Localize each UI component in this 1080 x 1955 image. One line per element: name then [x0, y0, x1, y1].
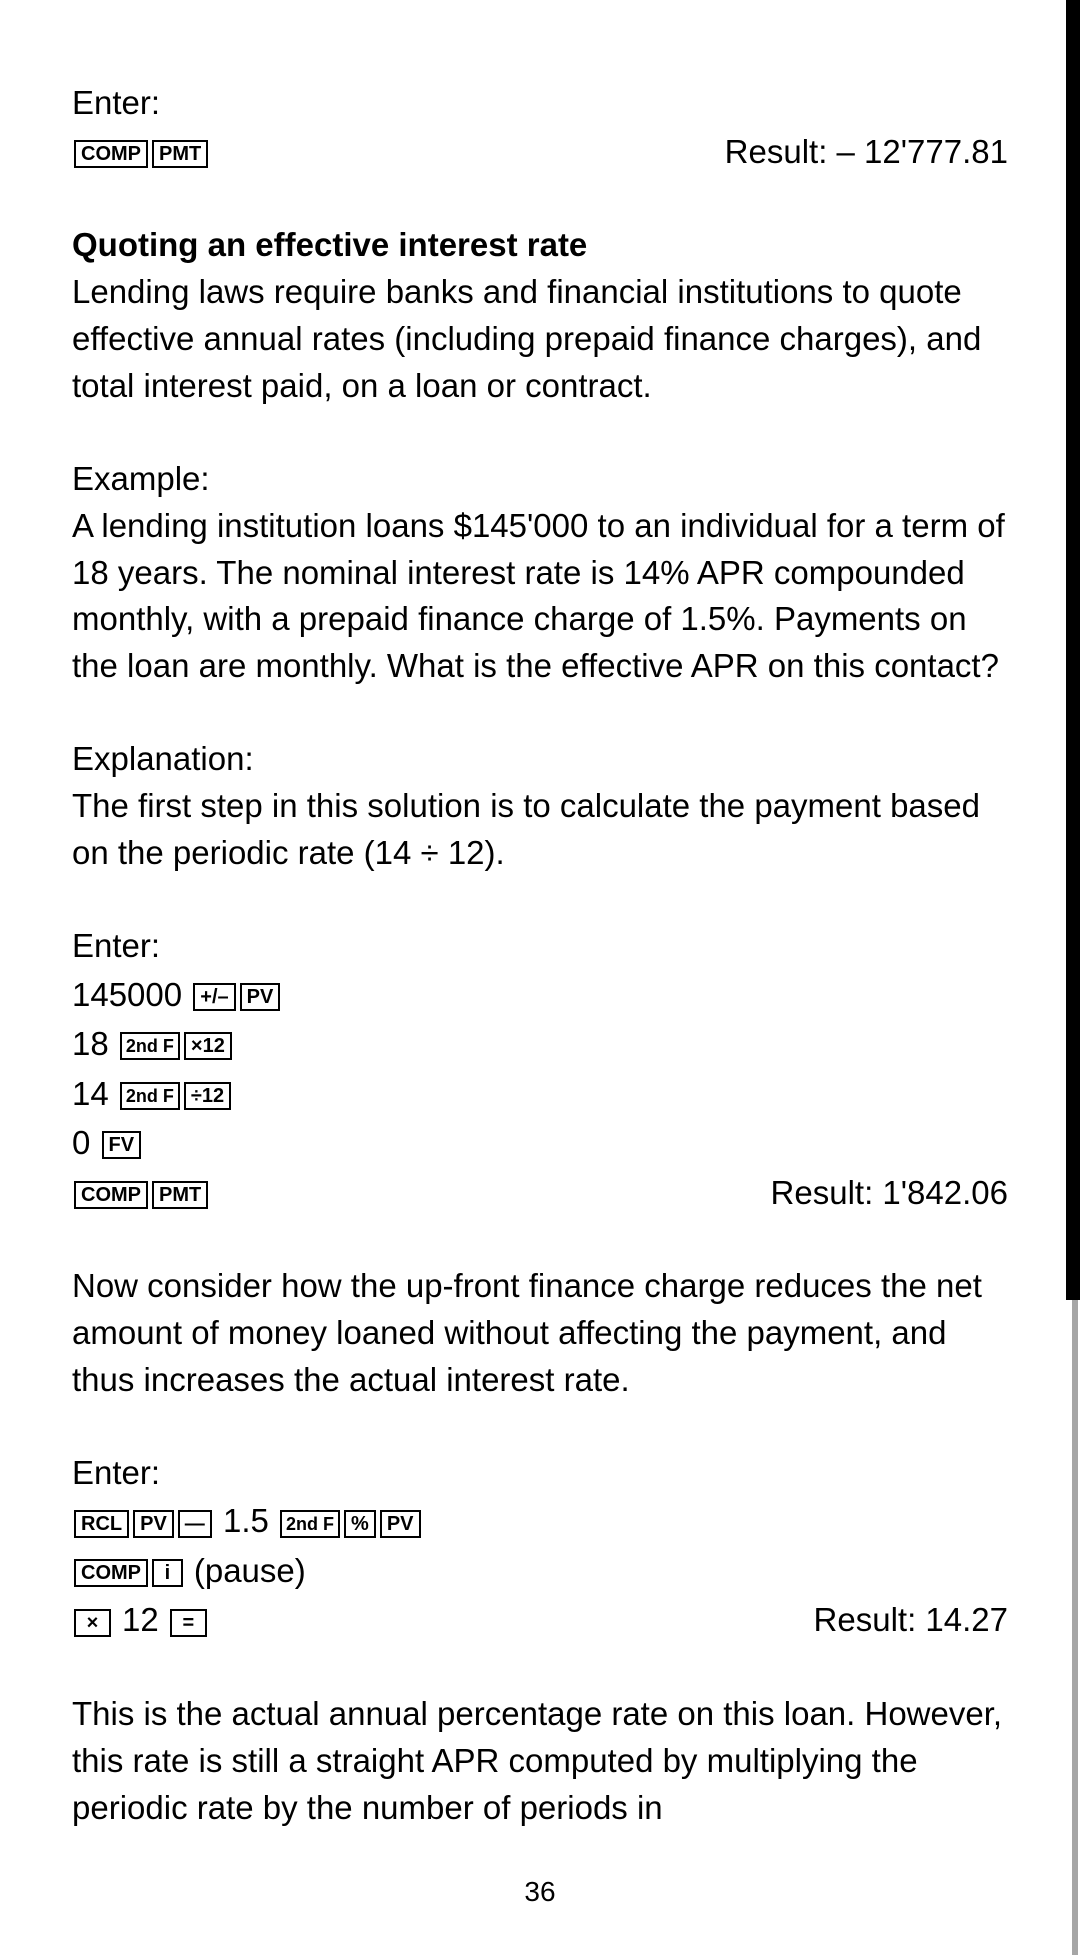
minus-key: — [178, 1510, 212, 1538]
calc1-row4: 0 FV [72, 1118, 1008, 1168]
calc2-row3: × 12 = Result: 14.27 [72, 1595, 1008, 1645]
page-number: 36 [72, 1876, 1008, 1908]
calc1-v3: 14 [72, 1075, 109, 1112]
enter-label-2: Enter: [72, 923, 1008, 970]
calc1-row5: COMPPMT Result: 1'842.06 [72, 1168, 1008, 1218]
explanation-text: The first step in this solution is to ca… [72, 783, 1008, 877]
section3-p1: This is the actual annual percentage rat… [72, 1691, 1008, 1832]
percent-key: % [344, 1510, 376, 1538]
section2-p1: Now consider how the up-front finance ch… [72, 1263, 1008, 1404]
pmt-key-2: PMT [152, 1181, 208, 1209]
secondf-key-2: 2nd F [120, 1082, 180, 1110]
calc1-row1: 145000 +/–PV [72, 970, 1008, 1020]
section-heading: Quoting an effective interest rate [72, 222, 1008, 269]
pv-key: PV [240, 983, 281, 1011]
enter-label-3: Enter: [72, 1450, 1008, 1497]
result-3: Result: 14.27 [814, 1595, 1008, 1645]
page-edge-shadow-lower [1072, 1300, 1078, 1955]
calc2-row2: COMP i (pause) [72, 1546, 1008, 1596]
calc1-row3: 14 2nd F÷12 [72, 1069, 1008, 1119]
calc2-v1: 1.5 [223, 1502, 269, 1539]
pmt-key: PMT [152, 140, 208, 168]
times-key: × [74, 1609, 111, 1637]
calc1-v2: 18 [72, 1025, 109, 1062]
explanation-label: Explanation: [72, 736, 1008, 783]
pv-key-2: PV [133, 1510, 174, 1538]
comp-key-3: COMP [74, 1559, 148, 1587]
i-key: i [152, 1559, 183, 1587]
page-edge-shadow [1066, 0, 1080, 1300]
div12-key: ÷12 [184, 1082, 231, 1110]
x12-key: ×12 [184, 1032, 232, 1060]
secondf-key-3: 2nd F [280, 1510, 340, 1538]
result-2: Result: 1'842.06 [771, 1168, 1008, 1218]
secondf-key: 2nd F [120, 1032, 180, 1060]
equals-key: = [170, 1609, 207, 1637]
comp-key: COMP [74, 140, 148, 168]
calc2-row1: RCLPV— 1.5 2nd F%PV [72, 1496, 1008, 1546]
top-keys-row: COMPPMT Result: – 12'777.81 [72, 127, 1008, 177]
pause-text: (pause) [194, 1552, 306, 1589]
calc1-row2: 18 2nd F×12 [72, 1019, 1008, 1069]
calc1-v4: 0 [72, 1124, 90, 1161]
section1-p1: Lending laws require banks and financial… [72, 269, 1008, 410]
page-content: Enter: COMPPMT Result: – 12'777.81 Quoti… [0, 0, 1080, 1948]
result-1: Result: – 12'777.81 [725, 127, 1008, 177]
enter-label-1: Enter: [72, 80, 1008, 127]
example-text: A lending institution loans $145'000 to … [72, 503, 1008, 690]
calc1-v1: 145000 [72, 976, 182, 1013]
example-label: Example: [72, 456, 1008, 503]
pv-key-3: PV [380, 1510, 421, 1538]
calc2-v2: 12 [122, 1601, 159, 1638]
comp-key-2: COMP [74, 1181, 148, 1209]
fv-key: FV [102, 1131, 142, 1159]
plusminus-key: +/– [193, 983, 235, 1011]
rcl-key: RCL [74, 1510, 129, 1538]
